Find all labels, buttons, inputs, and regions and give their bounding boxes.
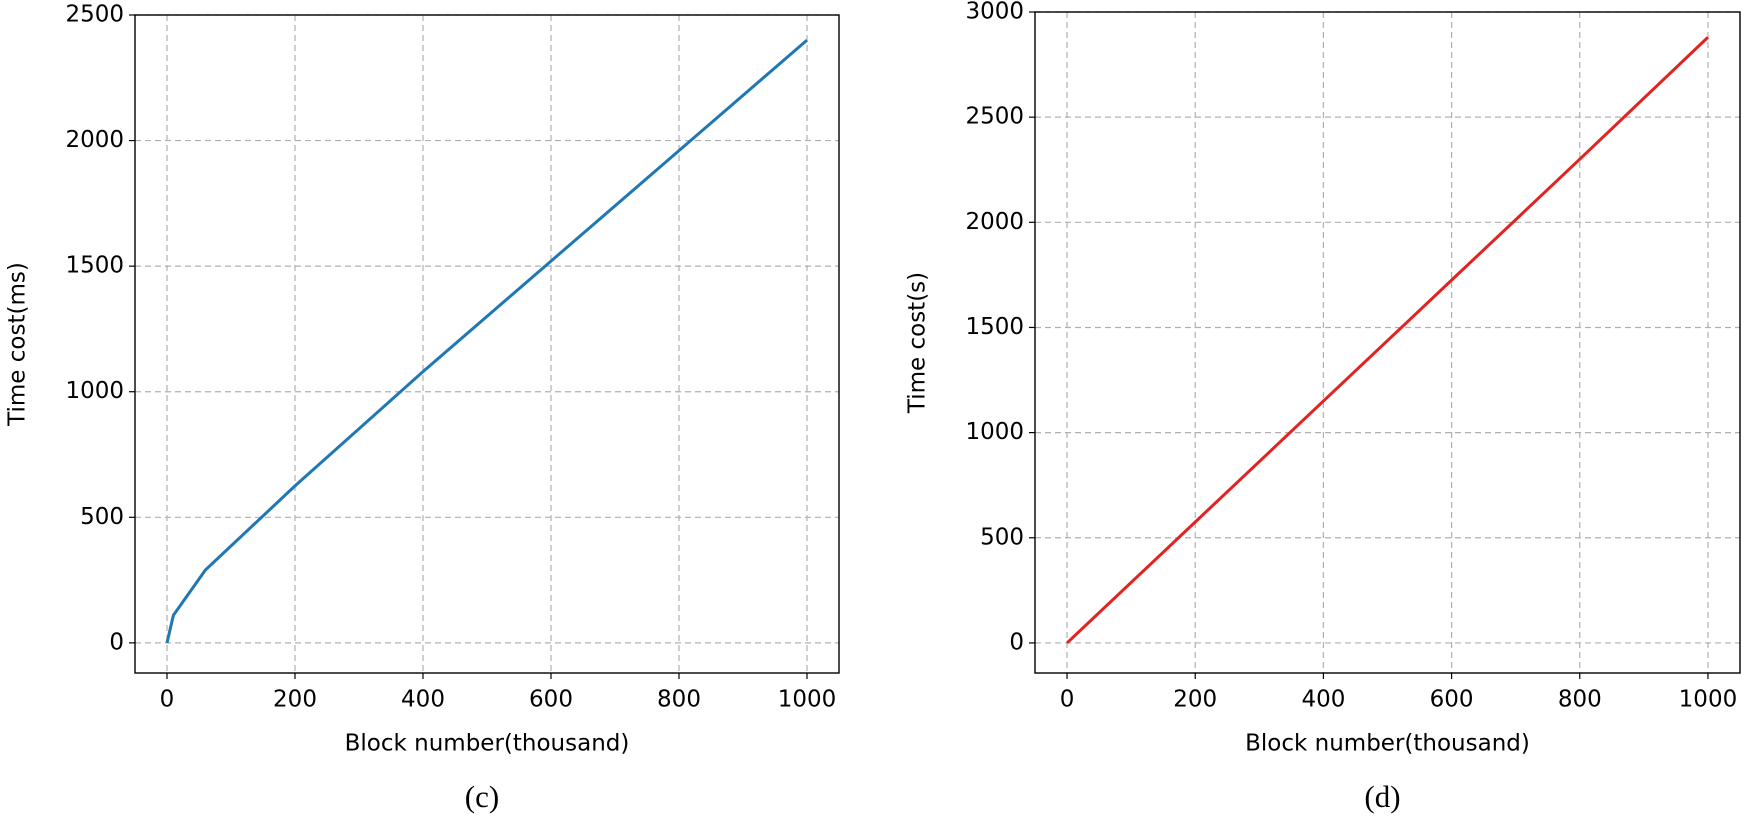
x-tick-label: 400 [401,687,445,713]
line [165,38,808,644]
x-tick-label: 1000 [1679,687,1738,713]
line [1066,36,1709,645]
y-tick-label: 0 [109,629,124,655]
x-tick-label: 600 [1430,687,1474,713]
x-tick-label: 600 [529,687,573,713]
plot-frame [1034,11,1741,674]
y-tick-label: 500 [980,524,1024,550]
x-tick-label: 800 [1558,687,1602,713]
y-tick-label: 0 [1009,629,1024,655]
y-axis-label: Time cost(ms) [5,262,31,427]
y-tick-label: 2500 [965,104,1024,130]
y-tick-label: 1500 [65,253,124,279]
y-tick-label: 1500 [965,314,1024,340]
x-tick-label: 200 [1173,687,1217,713]
y-tick-label: 1000 [65,378,124,404]
y-tick-label: 1000 [965,419,1024,445]
y-tick-label: 3000 [965,0,1024,25]
y-tick-label: 2000 [65,127,124,153]
y-tick-label: 2500 [65,2,124,28]
caption: (c) [465,779,499,814]
x-tick-label: 1000 [778,687,837,713]
y-tick-label: 500 [80,504,124,530]
x-axis-label: Block number(thousand) [345,731,630,757]
x-tick-label: 400 [1301,687,1345,713]
y-tick-label: 2000 [965,209,1024,235]
x-tick-label: 0 [160,687,175,713]
caption: (d) [1364,779,1400,814]
x-tick-label: 200 [273,687,317,713]
y-axis-label: Time cost(s) [905,272,931,414]
plot-frame [134,14,840,674]
x-axis-label: Block number(thousand) [1245,731,1530,757]
x-tick-label: 800 [657,687,701,713]
x-tick-label: 0 [1060,687,1075,713]
